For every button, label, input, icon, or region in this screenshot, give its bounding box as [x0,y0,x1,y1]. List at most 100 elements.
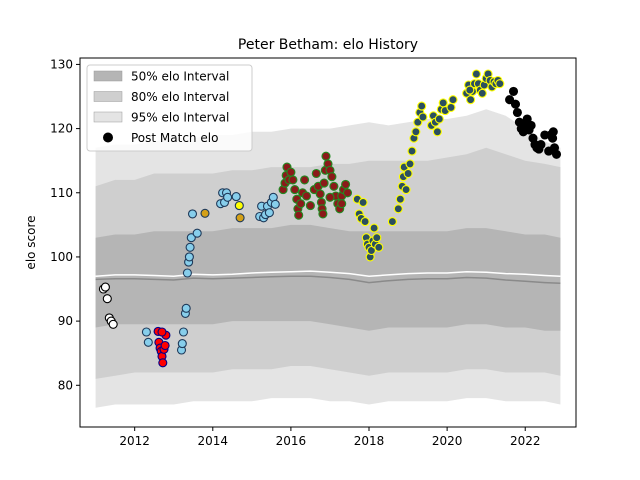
data-point [522,114,532,124]
data-point [296,199,306,209]
legend-label: 95% elo Interval [131,111,229,125]
data-point [305,201,315,211]
data-point [200,208,210,218]
data-point [393,204,403,214]
data-point [178,327,189,337]
series-1 [141,188,280,355]
legend-swatch [93,91,123,102]
data-point [158,358,168,368]
data-point [143,337,153,347]
data-point [192,228,202,238]
data-point [235,213,245,223]
data-point [417,101,427,111]
data-point [184,252,194,262]
legend-label: Post Match elo [131,131,218,145]
data-point [505,95,515,105]
data-point [510,99,521,109]
y-axis: 80 90 100 110 120 130 [50,57,80,392]
series-3 [200,208,245,223]
y-tick-label: 130 [50,57,73,71]
data-point [223,192,233,202]
data-point [477,88,487,98]
data-point [403,168,413,179]
data-point [551,149,562,159]
x-tick-label: 2020 [432,434,463,448]
data-point [185,242,195,252]
data-point [387,217,397,227]
x-tick-label: 2016 [276,434,307,448]
data-point [270,199,280,209]
data-point [141,327,151,337]
data-point [181,303,191,313]
data-point [360,217,370,227]
legend-frame [86,64,253,152]
series-0 [98,282,118,329]
data-point [327,172,337,182]
data-point [321,151,331,161]
data-point [325,192,335,202]
chart-title: Peter Betham: elo History [238,37,418,53]
data-point [401,185,411,195]
data-point [372,233,382,243]
series-6 [352,69,505,262]
data-point [471,69,481,79]
x-tick-label: 2012 [119,434,150,448]
data-point [526,120,536,130]
data-point [405,159,415,169]
data-point [288,175,298,185]
legend-label: 50% elo Interval [131,70,229,84]
data-point [358,197,368,207]
data-point [411,127,421,137]
data-point [100,282,110,292]
data-point [157,327,167,337]
legend-swatch [93,111,123,123]
x-tick-label: 2022 [510,434,541,448]
data-point [294,210,304,220]
data-point [301,191,312,201]
data-point [369,223,379,233]
data-point [536,140,546,150]
data-point [446,102,456,112]
data-point [495,79,505,89]
data-point [319,178,329,188]
data-point [366,245,376,256]
data-point [448,95,458,105]
plot-frame [79,57,577,428]
y-tick-label: 120 [50,122,73,136]
y-axis-label: elo score [24,215,38,269]
data-point [286,167,296,177]
data-point [264,208,274,218]
y-tick-label: 110 [50,186,73,200]
x-tick-label: 2018 [354,434,385,448]
data-point [318,209,328,219]
data-point [465,85,475,95]
data-point [329,181,339,191]
series-5 [278,151,353,220]
data-point [234,201,244,211]
data-point [311,168,321,179]
data-point [182,268,192,278]
legend-swatch [93,70,123,82]
y-tick-label: 80 [58,378,73,392]
data-point [438,98,448,108]
legend-marker [103,132,113,143]
data-point [374,242,384,252]
data-point [508,86,519,96]
data-point [512,107,522,118]
data-point [548,127,558,137]
data-point [432,127,442,137]
x-tick-label: 2014 [198,434,229,448]
series-2 [153,326,171,368]
mean-line [95,275,561,285]
x-axis: 2012 2014 2016 2018 2020 2022 [119,427,541,448]
series-7 [505,86,562,159]
legend-label: 80% elo Interval [131,90,229,104]
data-point [231,192,241,202]
data-point [187,209,198,219]
data-point [466,95,476,105]
data-point [342,188,353,198]
data-point [108,319,118,329]
data-point [395,194,405,204]
data-point [300,175,310,185]
